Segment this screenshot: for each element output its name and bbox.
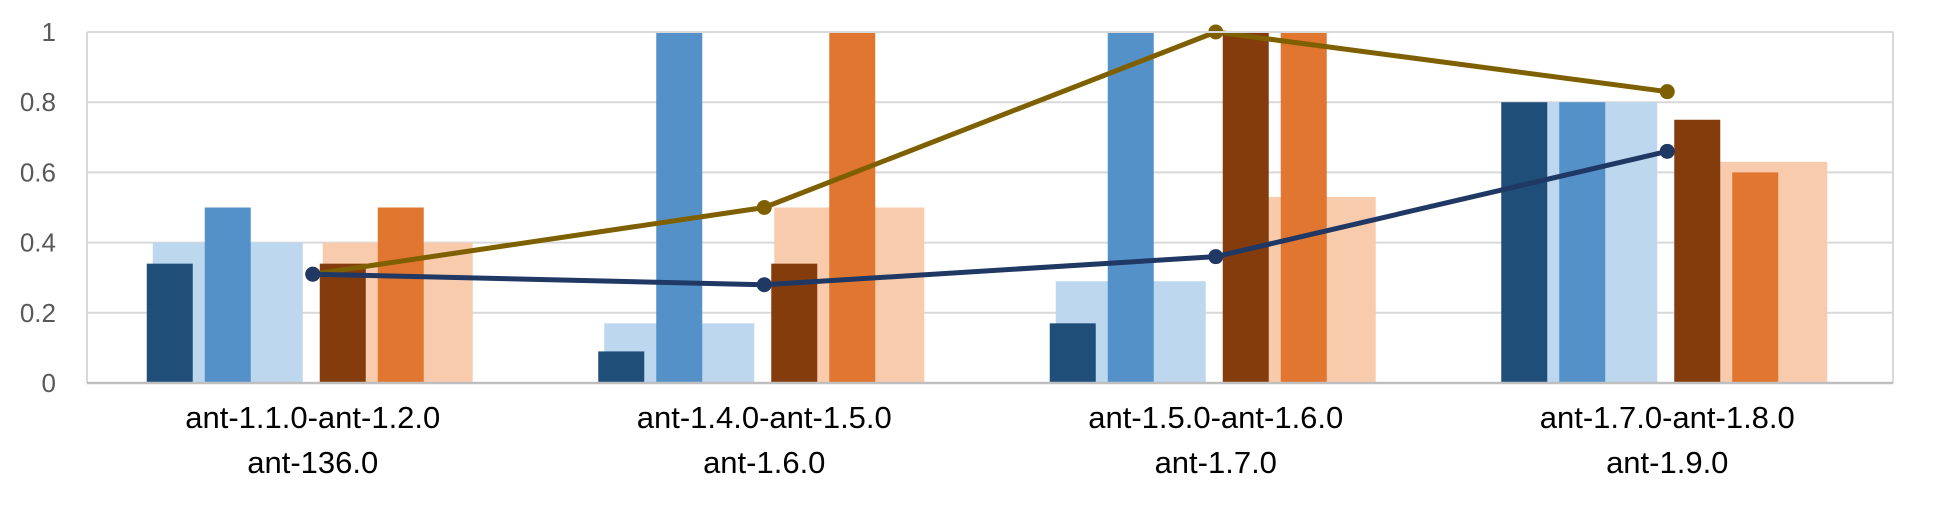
data-point xyxy=(305,266,321,282)
y-tick-label: 0.4 xyxy=(20,228,56,258)
data-point xyxy=(1208,249,1224,265)
bar xyxy=(1280,32,1327,383)
y-tick-label: 0.6 xyxy=(20,157,56,187)
x-category-label: ant-1.1.0-ant-1.2.0 xyxy=(185,400,440,435)
bar xyxy=(377,207,424,383)
narrow-bars xyxy=(146,32,1779,383)
y-tick-label: 1 xyxy=(42,17,56,47)
x-category-label: ant-1.5.0-ant-1.6.0 xyxy=(1088,400,1343,435)
series-line xyxy=(312,148,1668,288)
bar xyxy=(1049,323,1096,383)
x-category-label: ant-1.6.0 xyxy=(703,445,825,480)
data-point xyxy=(756,277,772,293)
x-category-label: ant-1.4.0-ant-1.5.0 xyxy=(637,400,892,435)
bar xyxy=(656,32,703,383)
bar xyxy=(1674,119,1721,383)
bar xyxy=(1222,32,1269,383)
x-category-label: ant-1.7.0 xyxy=(1155,445,1277,480)
series-lines xyxy=(305,24,1675,293)
y-tick-label: 0.2 xyxy=(20,298,56,328)
data-point xyxy=(756,200,772,215)
data-point xyxy=(1659,143,1675,159)
x-category-labels: ant-1.1.0-ant-1.2.0 ant-136.0 ant-1.4.0-an… xyxy=(185,400,1795,480)
plot-frame xyxy=(86,31,1894,385)
bar xyxy=(1501,102,1548,383)
bar xyxy=(1107,32,1154,383)
x-category-label: ant-136.0 xyxy=(247,445,378,480)
data-point xyxy=(1659,84,1675,100)
bar xyxy=(1732,172,1779,383)
bar xyxy=(319,263,366,383)
series-line xyxy=(312,29,1668,277)
bar xyxy=(598,351,645,383)
y-tick-labels: 0 0.2 0.4 0.6 0.8 1 xyxy=(20,17,56,398)
bar xyxy=(1559,102,1606,383)
x-category-label: ant-1.7.0-ant-1.8.0 xyxy=(1540,400,1795,435)
y-tick-label: 0.8 xyxy=(20,87,56,117)
x-category-label: ant-1.9.0 xyxy=(1606,445,1728,480)
bar xyxy=(146,263,193,383)
bar xyxy=(829,32,876,383)
y-tick-label: 0 xyxy=(42,368,56,398)
bar xyxy=(204,207,251,383)
